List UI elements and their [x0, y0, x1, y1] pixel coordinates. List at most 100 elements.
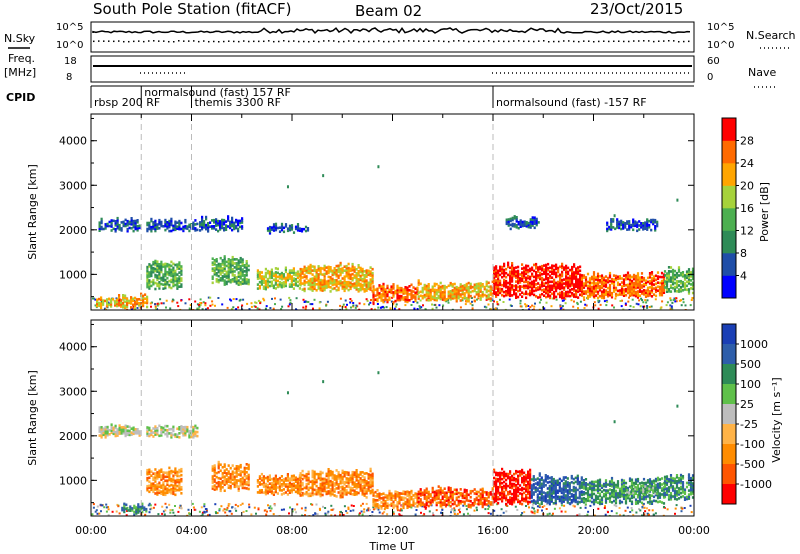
y-tick-label: 4000: [59, 135, 87, 148]
velocity-axes: 1000 2000 3000 4000 00:00 04:00 08:00 12:00 16:0…: [59, 320, 710, 537]
noise-traces: [92, 26, 691, 43]
cpid-entry: normalsound (fast) 157 RF: [140, 86, 291, 108]
echo-region: [256, 472, 301, 496]
cpid-entry-label: normalsound (fast) -157 RF: [496, 96, 647, 109]
echo-region: [299, 467, 374, 499]
colorbar-tick-label: 16: [740, 202, 754, 215]
colorbar-tick-label: 100: [740, 378, 761, 391]
echo-region: [211, 255, 250, 286]
echo-region: [146, 466, 183, 497]
nsearch-trace: [93, 40, 690, 43]
outlier-echo: [676, 404, 679, 408]
echo-region: [663, 473, 694, 501]
noise-panel-frame: [90, 21, 695, 53]
echo-region: [199, 215, 244, 233]
beam-label: Beam 02: [355, 2, 422, 20]
cpid-label: CPID: [6, 91, 35, 104]
x-tick-label: 08:00: [276, 524, 308, 537]
colorbar-swatch: [722, 275, 736, 299]
echo-region: [299, 261, 374, 293]
echo-region: [146, 217, 199, 233]
echo-region: [98, 423, 141, 439]
nave-tick-low: 0: [707, 72, 713, 83]
outlier-echo: [676, 198, 679, 202]
echo-region: [530, 472, 583, 506]
echo-region: [580, 476, 666, 506]
colorbar-tick-label: 1000: [740, 338, 768, 351]
colorbar-tick-label: 28: [740, 135, 754, 148]
nsearch-tick-low: 10^0: [707, 40, 734, 51]
colorbar-swatch: [722, 140, 736, 164]
power-ylabel: Slant Range [km]: [26, 164, 39, 260]
colorbar-swatch: [722, 424, 736, 445]
y-tick-label: 2000: [59, 224, 87, 237]
outlier-echo: [286, 185, 289, 189]
colorbar-swatch: [722, 404, 736, 425]
cpid-entry: themis 3300 RF: [191, 86, 282, 109]
x-tick-label: 00:00: [75, 524, 107, 537]
x-tick-label: 20:00: [578, 524, 610, 537]
y-tick-label: 2000: [59, 430, 87, 443]
echo-region: [146, 424, 199, 439]
colorbar-swatch: [722, 344, 736, 365]
colorbar-swatch: [722, 484, 736, 505]
colorbar-tick-label: -1000: [740, 478, 772, 491]
nsky-tick-low: 10^0: [56, 40, 83, 51]
power-colorbar: 4 8 12 16 20 24 28: [721, 117, 754, 299]
colorbar-tick-label: 4: [740, 270, 747, 283]
x-tick-label: 04:00: [176, 524, 208, 537]
colorbar-tick-label: -100: [740, 438, 765, 451]
outlier-echo: [377, 371, 380, 375]
echo-region: [146, 259, 183, 291]
echo-region: [417, 279, 494, 303]
echo-region: [626, 484, 659, 497]
outlier-echo: [322, 380, 325, 384]
echo-region: [493, 261, 582, 300]
echo-region: [372, 489, 419, 510]
echo-region: [98, 216, 141, 233]
nsky-tick-high: 10^5: [56, 22, 83, 33]
colorbar-tick-label: 12: [740, 225, 754, 238]
cpid-entry-label: themis 3300 RF: [195, 96, 282, 109]
velocity-ylabel: Slant Range [km]: [26, 370, 39, 466]
echo-region: [505, 215, 540, 231]
date-label: 23/Oct/2015: [590, 0, 683, 18]
velocity-heatmap: [91, 320, 694, 516]
velocity-colorbar: 1000 500 100 25 -25 -100 -500 -1000: [721, 323, 772, 505]
echo-region: [372, 282, 419, 304]
cpid-entry-label: rbsp 200 RF: [94, 96, 160, 109]
colorbar-tick-label: 500: [740, 358, 761, 371]
x-tick-label: 12:00: [377, 524, 409, 537]
y-tick-label: 3000: [59, 179, 87, 192]
colorbar-swatch: [722, 230, 736, 254]
nsky-trace: [92, 26, 691, 34]
echo-region: [121, 502, 148, 515]
outlier-echo: [322, 174, 325, 178]
velocity-colorbar-label: Velocity [m s⁻¹]: [770, 377, 783, 462]
x-tick-label: 00:00: [678, 524, 710, 537]
nave-tick-high: 60: [707, 56, 720, 67]
freq-panel-frame: [90, 55, 695, 83]
cpid-entry-label: normalsound (fast) 157 RF: [144, 86, 291, 99]
station-title: South Pole Station (fitACF): [93, 0, 291, 18]
outlier-echo: [286, 391, 289, 395]
echo-region: [266, 222, 310, 235]
time-axis-label: Time UT: [368, 540, 414, 553]
colorbar-swatch: [722, 444, 736, 465]
nsearch-label: N.Search: [746, 29, 796, 42]
power-colorbar-label: Power [dB]: [758, 182, 771, 242]
echo-region: [256, 266, 301, 291]
colorbar-tick-label: 8: [740, 247, 747, 260]
outlier-echo: [613, 420, 616, 424]
freq-tick-low: 8: [66, 72, 72, 83]
y-tick-label: 3000: [59, 385, 87, 398]
x-tick-label: 16:00: [477, 524, 509, 537]
colorbar-tick-label: -500: [740, 458, 765, 471]
colorbar-tick-label: 24: [740, 157, 754, 170]
colorbar-tick-label: 20: [740, 180, 754, 193]
colorbar-swatch: [722, 163, 736, 186]
y-tick-label: 4000: [59, 341, 87, 354]
echo-region: [493, 467, 532, 506]
colorbar-swatch: [722, 208, 736, 231]
cpid-entry: rbsp 200 RF: [90, 86, 160, 109]
